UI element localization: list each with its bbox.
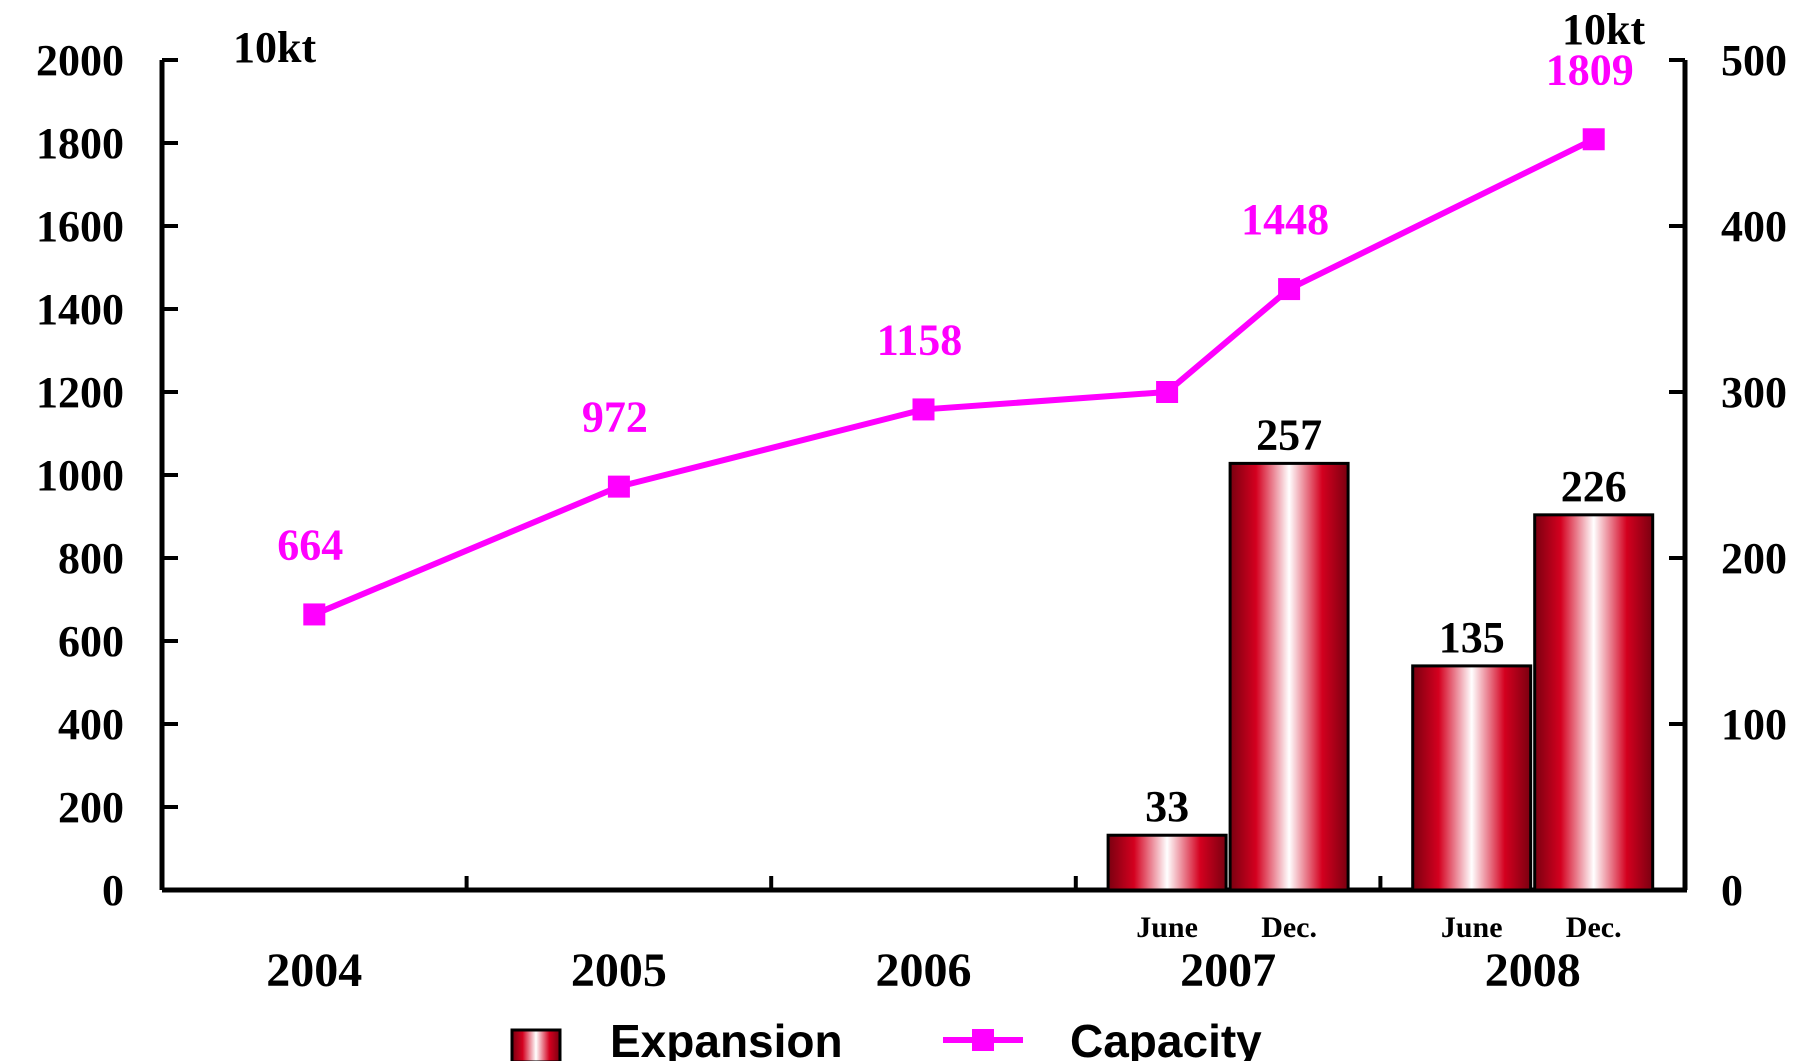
expansion-data-label: 257	[1256, 410, 1322, 459]
left-tick-label: 1400	[36, 285, 124, 334]
capacity-data-label: 1809	[1546, 45, 1634, 94]
x-tick-label: 2004	[266, 944, 362, 997]
expansion-data-label: 226	[1561, 462, 1627, 511]
capacity-data-label: 972	[582, 393, 648, 442]
expansion-data-label: 135	[1439, 613, 1505, 662]
expansion-bar	[1533, 513, 1655, 892]
right-tick-label: 100	[1721, 700, 1787, 749]
capacity-marker	[912, 398, 935, 421]
expansion-bars	[1106, 461, 1655, 892]
left-tick-label: 1600	[36, 202, 124, 251]
capacity-marker	[607, 475, 630, 498]
capacity-marker	[303, 603, 326, 626]
legend-capacity-label: Capacity	[1070, 1015, 1262, 1061]
left-tick-label: 800	[58, 534, 124, 583]
legend-expansion-swatch	[510, 1028, 562, 1061]
capacity-marker	[1278, 278, 1301, 301]
expansion-data-label: 33	[1145, 782, 1189, 831]
sub-category-label: June	[1136, 911, 1198, 944]
sub-category-label: Dec.	[1566, 911, 1622, 944]
expansion-bar	[1411, 664, 1533, 892]
right-unit-label: 10kt	[1562, 5, 1645, 54]
right-tick-label: 200	[1721, 534, 1787, 583]
labels: 33 257 135 226 664 972 1158 1448 1809	[277, 45, 1633, 831]
left-tick-label: 200	[58, 783, 124, 832]
right-tick-label: 500	[1721, 36, 1787, 85]
expansion-bar	[1106, 833, 1228, 892]
x-tick-label: 2007	[1180, 944, 1276, 997]
legend-expansion-label: Expansion	[610, 1015, 843, 1061]
x-tick-label: 2006	[876, 944, 972, 997]
x-tick-label: 2008	[1485, 944, 1581, 997]
right-tick-label: 300	[1721, 368, 1787, 417]
left-tick-label: 1200	[36, 368, 124, 417]
capacity-line	[303, 128, 1605, 626]
left-unit-label: 10kt	[233, 23, 316, 72]
sub-category-label: Dec.	[1261, 911, 1317, 944]
expansion-bar	[1228, 461, 1350, 892]
left-tick-label: 600	[58, 617, 124, 666]
right-tick-label: 0	[1721, 866, 1743, 915]
capacity-data-label: 1158	[877, 315, 963, 364]
legend-capacity-marker	[972, 1029, 994, 1051]
capacity-data-label: 664	[277, 520, 343, 569]
capacity-marker	[1582, 128, 1605, 151]
capacity-data-label: 1448	[1241, 195, 1329, 244]
x-tick-label: 2005	[571, 944, 667, 997]
left-tick-label: 0	[102, 866, 124, 915]
capacity-line-path	[313, 136, 1596, 618]
right-tick-label: 400	[1721, 202, 1787, 251]
sub-category-label: June	[1441, 911, 1503, 944]
left-tick-label: 400	[58, 700, 124, 749]
left-tick-label: 1800	[36, 119, 124, 168]
capacity-marker	[1156, 381, 1179, 403]
left-tick-label: 2000	[36, 36, 124, 85]
legend: Expansion Capacity	[510, 1015, 1262, 1061]
axes: 200018001600140012001000800600400200010k…	[36, 5, 1787, 997]
left-tick-label: 1000	[36, 451, 124, 500]
